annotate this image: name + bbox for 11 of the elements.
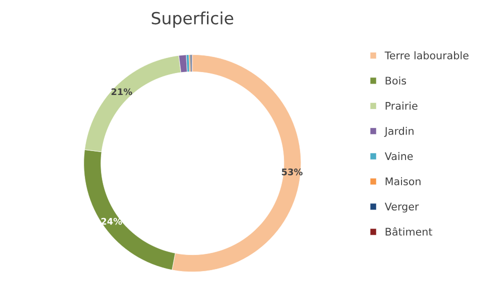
legend-label: Terre labourable [384,51,468,60]
chart-title: Superficie [152,12,234,28]
data-label: 21% [112,88,132,96]
legend-label: Verger [384,202,419,213]
legend-label: Prairie [386,102,418,110]
data-label: 24% [101,218,122,225]
legend-label: Maison [386,177,420,186]
legend-label: Bâtiment [386,227,432,236]
legend-label: Jardin [384,126,414,137]
legend-label: Vaine [384,152,413,160]
legend-label: Bois [386,76,406,85]
